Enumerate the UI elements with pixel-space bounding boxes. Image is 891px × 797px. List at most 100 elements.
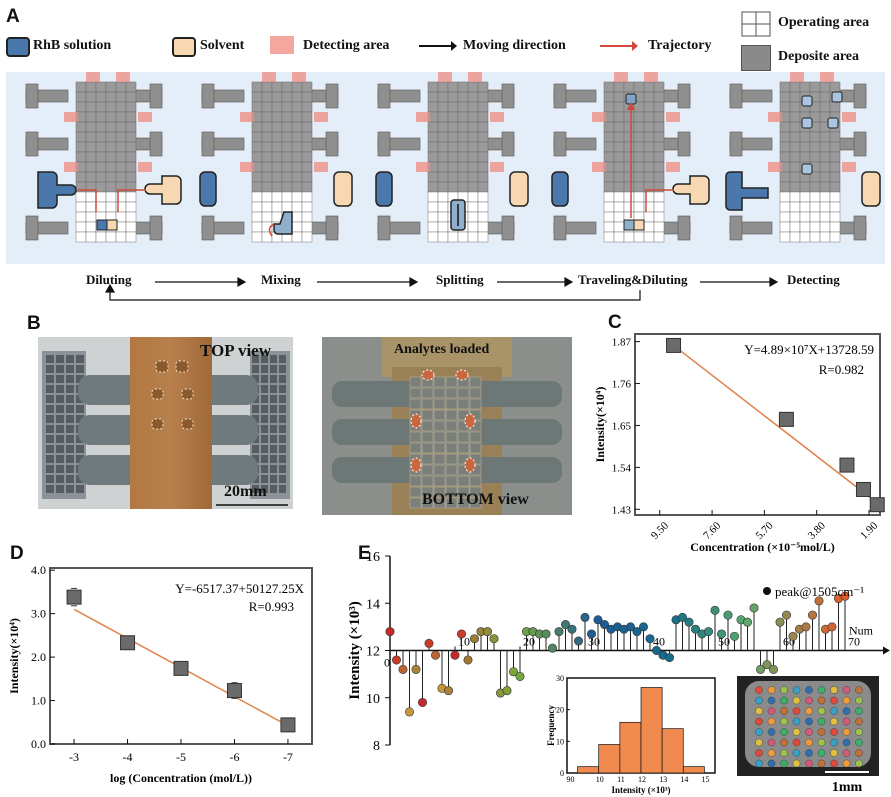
array-spot	[855, 759, 863, 768]
array-spot	[767, 696, 776, 705]
stem-marker	[385, 627, 395, 637]
x-tick-label: 0	[384, 656, 390, 670]
stem-marker	[762, 660, 772, 670]
inset-x-tick-label: 12	[638, 775, 646, 784]
legend-detecting: Detecting area	[303, 38, 390, 53]
step-flow-arrows	[104, 276, 779, 301]
stem-marker	[600, 620, 610, 630]
stem-marker	[431, 650, 441, 660]
y-tick-label: 0.0	[31, 737, 46, 751]
trajectory-arrow-icon	[600, 41, 638, 51]
x-axis-label: Num	[849, 624, 874, 638]
histogram-bar	[619, 721, 642, 774]
array-spot	[755, 717, 763, 726]
fit-equation: Y=-6517.37+50127.25X	[175, 581, 304, 596]
stem-marker	[664, 653, 674, 663]
stem-marker	[457, 629, 467, 639]
x-axis-label: Concentration (×10⁻⁵mol/L)	[690, 540, 834, 554]
stem-marker	[775, 617, 785, 627]
step-mixing: Mixing	[261, 272, 301, 287]
stem-marker	[587, 629, 597, 639]
x-tick-label: -5	[176, 750, 186, 764]
x-tick-label: 9.50	[649, 519, 671, 541]
array-spot	[855, 728, 863, 736]
array-spot	[855, 738, 863, 747]
chart-d: -3 -4 -5 -6 -7 0.0 1.0 2.0 3.0 4.0 Y=-6517.37+5012…	[7, 563, 313, 785]
array-spot	[842, 686, 851, 694]
array-spot	[830, 749, 838, 757]
y-tick-label: 12	[366, 645, 380, 660]
bottom-view-photo: Analytes loaded BOTTOM view	[322, 337, 572, 515]
inset-y-tick-label: 10	[556, 737, 564, 746]
legend-operating: Operating area	[778, 15, 870, 30]
rhb-swatch-icon	[6, 37, 30, 57]
x-tick-label: -4	[123, 750, 133, 764]
stem-marker	[580, 612, 590, 622]
data-point	[120, 635, 136, 651]
array-spot	[817, 717, 826, 726]
y-axis-label: Intensity (×10³)	[347, 601, 363, 699]
plot-frame	[634, 333, 881, 516]
stem-marker	[424, 638, 434, 648]
stem-marker	[398, 664, 408, 674]
stem-marker	[677, 612, 687, 622]
histogram-bar	[661, 728, 684, 774]
array-spot	[755, 728, 763, 736]
y-tick-label: 1.43	[612, 504, 632, 516]
y-tick-label: 1.54	[612, 462, 632, 474]
series-legend: peak@1505cm⁻¹	[775, 584, 864, 599]
droplet-rhb-1	[96, 219, 108, 231]
histogram-bar	[598, 744, 621, 774]
analytes-label: Analytes loaded	[394, 342, 490, 357]
array-spot	[817, 738, 826, 747]
array-spot	[805, 749, 813, 757]
y-tick-label: 3.0	[31, 607, 46, 621]
panel-label-b: B	[27, 313, 41, 334]
array-spot	[842, 738, 851, 747]
x-tick-label: 70	[848, 635, 860, 649]
y-axis-label: Intensity(×10⁴)	[7, 618, 21, 694]
array-spot	[767, 717, 776, 726]
array-spot	[755, 707, 763, 715]
stem-marker	[444, 686, 454, 696]
stem-marker	[703, 627, 713, 637]
droplet-detect-3	[827, 117, 839, 129]
array-spot	[805, 759, 813, 768]
array-spot	[855, 696, 863, 705]
solvent-reservoir-1	[144, 175, 182, 205]
fit-line	[673, 344, 875, 502]
data-point	[66, 589, 82, 605]
array-spot	[842, 717, 851, 726]
y-tick-label: 10	[366, 692, 380, 707]
stem-marker	[781, 610, 791, 620]
top-view-label: TOP view	[200, 341, 271, 360]
data-point	[666, 337, 682, 353]
data-point	[280, 717, 296, 733]
rhb-reservoir-2	[199, 171, 217, 207]
stem-marker	[470, 634, 480, 644]
x-tick-label: 3.80	[806, 519, 828, 541]
step-detecting: Detecting	[787, 272, 840, 287]
scale-bar-label: 20mm	[224, 483, 267, 500]
trajectory-4-head	[627, 102, 635, 110]
stem-marker	[554, 627, 564, 637]
stem-marker	[755, 664, 765, 674]
legend-moving: Moving direction	[463, 38, 566, 53]
histogram-bar	[640, 687, 663, 774]
solvent-reservoir-3	[509, 171, 529, 207]
inset-y-tick-label: 20	[556, 706, 564, 715]
stem-marker	[723, 610, 733, 620]
panel-label-e: E	[358, 543, 371, 564]
array-spot	[805, 707, 813, 715]
panel-label-a: A	[6, 6, 20, 27]
array-spot	[780, 707, 788, 715]
stem-marker	[749, 603, 759, 613]
stem-marker	[645, 634, 655, 644]
step-diluting: Diluting	[86, 272, 132, 287]
chip-panel-3	[553, 72, 691, 243]
array-spot	[780, 717, 788, 726]
droplet-travel-b	[633, 219, 645, 231]
data-point	[226, 683, 242, 699]
stem-marker	[574, 636, 584, 646]
